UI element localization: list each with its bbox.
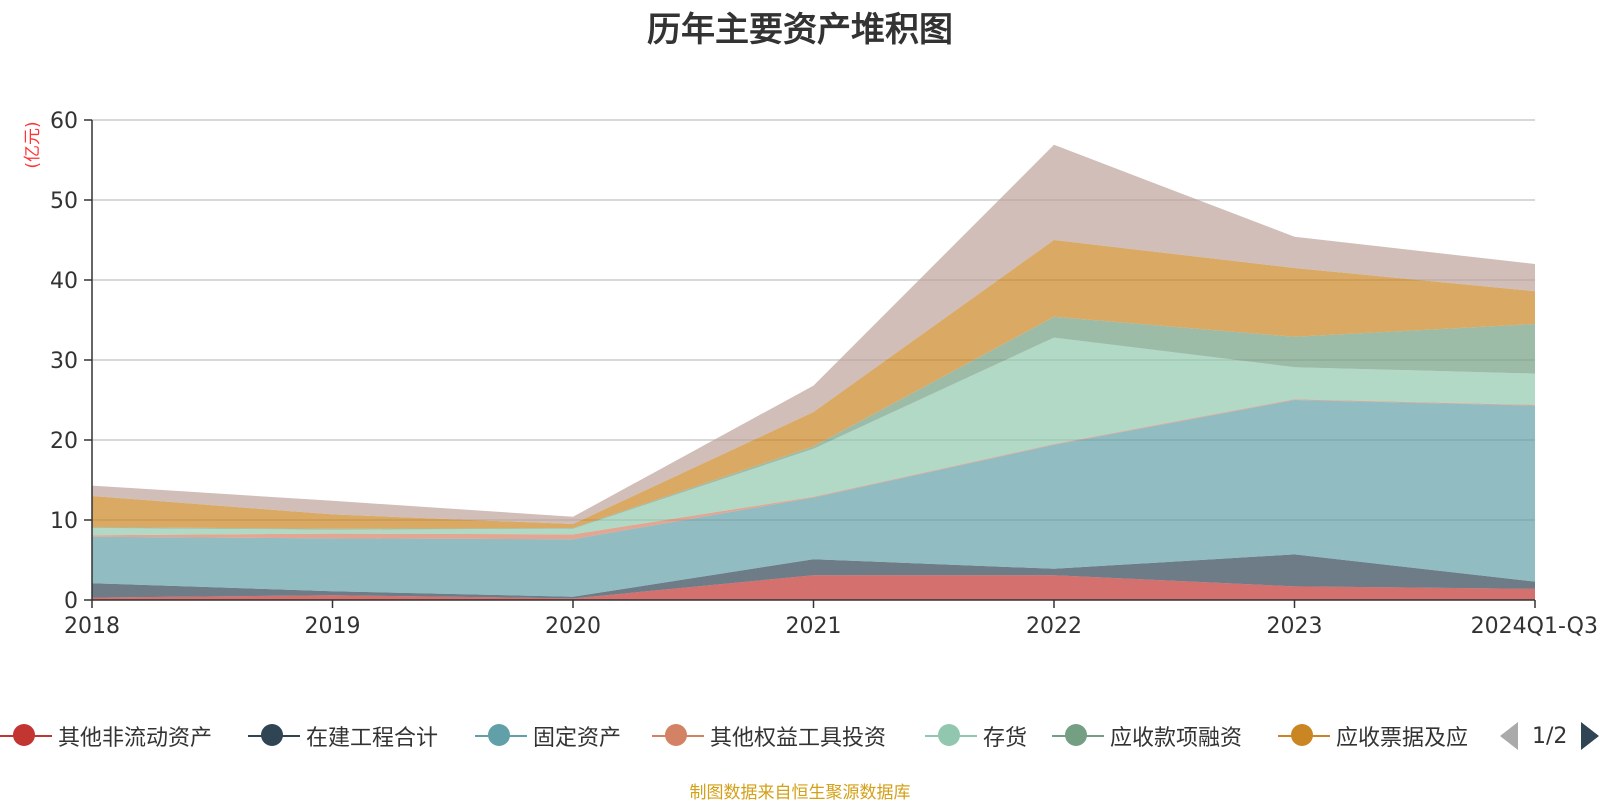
x-tick-label: 2018 (64, 614, 120, 639)
x-tick-label: 2022 (1026, 614, 1082, 639)
legend-item[interactable]: 固定资产 (475, 716, 621, 756)
stacked-area-chart: 0 10 20 30 40 50 60 2018 2019 2020 2021 2022 2023 202… (23, 109, 1598, 639)
area-series-0[interactable] (92, 575, 1535, 600)
area-series-7[interactable] (92, 144, 1535, 525)
legend-marker-icon (0, 716, 52, 756)
legend-item[interactable]: 存货 (925, 716, 1027, 756)
legend: 其他非流动资产 在建工程合计 固定资产 其他权益工具投资 存货 应收款项融资 应收票据及应 (0, 716, 1600, 756)
axis-layer: 0 10 20 30 40 50 60 2018 2019 2020 2021 2022 2023 202… (50, 109, 1598, 639)
legend-item[interactable]: 在建工程合计 (248, 716, 438, 756)
legend-item[interactable]: 应收票据及应 (1278, 716, 1468, 756)
area-layer (92, 144, 1535, 600)
y-tick-label: 30 (50, 349, 78, 374)
legend-label: 固定资产 (533, 726, 622, 751)
y-tick-label: 60 (50, 109, 78, 134)
y-tick-label: 50 (50, 189, 78, 214)
area-series-2[interactable] (92, 400, 1535, 597)
y-axis-unit-label: (亿元) (23, 121, 43, 168)
legend-marker-icon (1278, 716, 1330, 756)
legend-page-indicator: 1/2 (1532, 723, 1568, 749)
legend-item[interactable]: 其他非流动资产 (0, 716, 212, 756)
legend-marker-icon (475, 716, 527, 756)
legend-label: 存货 (983, 726, 1028, 751)
area-series-4[interactable] (92, 337, 1535, 536)
legend-label: 应收款项融资 (1110, 726, 1243, 751)
area-series-5[interactable] (92, 316, 1535, 530)
legend-label: 在建工程合计 (306, 726, 439, 751)
chart-title: 历年主要资产堆积图 (647, 10, 953, 50)
area-series-6[interactable] (92, 240, 1535, 529)
legend-label: 其他非流动资产 (58, 726, 213, 751)
legend-prev-page-icon[interactable] (1500, 722, 1518, 750)
x-tick-label: 2020 (545, 614, 601, 639)
legend-next-page-icon[interactable] (1581, 722, 1600, 750)
legend-marker-icon (248, 716, 300, 756)
x-tick-label: 2021 (786, 614, 842, 639)
legend-item[interactable]: 应收款项融资 (1052, 716, 1242, 756)
y-tick-label: 20 (50, 429, 78, 454)
legend-label: 应收票据及应 (1336, 726, 1469, 751)
area-series-1[interactable] (92, 554, 1535, 599)
legend-label: 其他权益工具投资 (710, 726, 887, 751)
legend-marker-icon (652, 716, 704, 756)
y-tick-label: 40 (50, 269, 78, 294)
legend-marker-icon (925, 716, 977, 756)
x-tick-label: 2019 (305, 614, 361, 639)
legend-pager: 1/2 (1500, 716, 1600, 756)
data-source-note: 制图数据来自恒生聚源数据库 (689, 783, 911, 803)
y-tick-label: 10 (50, 509, 78, 534)
x-tick-label: 2023 (1267, 614, 1323, 639)
x-tick-label: 2024Q1-Q3 (1471, 614, 1598, 639)
legend-marker-icon (1052, 716, 1104, 756)
legend-item[interactable]: 其他权益工具投资 (652, 716, 886, 756)
y-tick-label: 0 (64, 589, 78, 614)
